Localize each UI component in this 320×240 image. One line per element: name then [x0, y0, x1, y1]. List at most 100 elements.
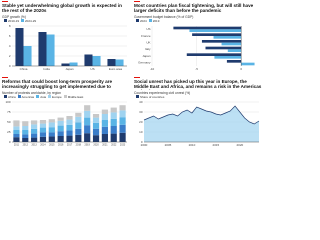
- x-tick-label: 2022: [111, 143, 117, 146]
- bar-segment: [13, 136, 20, 142]
- legend-label: Europe: [52, 94, 62, 99]
- legend-label: Share of countries: [140, 94, 165, 99]
- bar-segment: [31, 137, 38, 142]
- legend-swatch: [63, 95, 67, 99]
- legend-swatch: [136, 95, 139, 99]
- y-tick-label: 10: [139, 129, 143, 133]
- y-tick-label: UK: [146, 40, 150, 44]
- bar: [214, 55, 242, 59]
- y-tick-label: 50: [7, 119, 11, 123]
- legend-swatch: [4, 19, 7, 23]
- chart: 0 2 4 6 8 China India Japan US Euro area: [9, 23, 127, 70]
- legend-label: Africa: [8, 94, 16, 99]
- bar: [221, 42, 242, 45]
- chart-panel: Social unrest has picked up this year in…: [134, 77, 262, 149]
- legend-label: 2019: [152, 18, 160, 23]
- bar-segment: [119, 104, 126, 110]
- bar: [213, 35, 242, 39]
- y-tick-label: 0: [9, 139, 11, 143]
- y-tick-label: France: [141, 33, 151, 37]
- legend-label: Asia: [40, 94, 47, 99]
- bar-segment: [101, 113, 108, 120]
- bar-segment: [39, 136, 47, 142]
- bar-segment: [57, 120, 64, 126]
- y-tick-label: 6: [9, 33, 11, 37]
- x-tick-label: Euro area: [109, 66, 123, 70]
- chart-title: Social unrest has picked up this year in…: [134, 79, 262, 90]
- legend: 2010-19 2024-29: [2, 19, 130, 23]
- bar-segment: [13, 125, 20, 130]
- bar: [69, 62, 78, 66]
- bar: [189, 28, 242, 32]
- bar-segment: [22, 129, 29, 134]
- x-tick-label: 2020: [236, 142, 243, 146]
- bar-segment: [22, 133, 29, 138]
- legend-swatch: [48, 95, 52, 99]
- x-tick-label: 2015: [49, 143, 55, 146]
- chart-panel: Stable yet underwhelming global growth i…: [2, 1, 130, 73]
- bar-segment: [75, 134, 82, 142]
- bar-segment: [119, 124, 126, 133]
- x-tick-label: 2012: [23, 143, 29, 146]
- bar-segment: [110, 111, 117, 119]
- y-tick-label: 20: [139, 119, 143, 123]
- x-tick-label: India: [43, 66, 50, 70]
- bar-segment: [110, 107, 117, 112]
- bar: [92, 55, 101, 66]
- legend-swatch: [21, 19, 25, 23]
- bar: [241, 62, 255, 65]
- bar-segment: [119, 109, 126, 117]
- y-tick-label: 0: [9, 63, 11, 67]
- chart-title: Most countries plan fiscal tightening, b…: [134, 3, 254, 14]
- bar-segment: [66, 124, 73, 130]
- bar-segment: [39, 123, 47, 128]
- bar-segment: [57, 125, 64, 131]
- bar-segment: [13, 133, 20, 137]
- x-tick-label: -5: [195, 66, 198, 70]
- bar-segment: [92, 128, 100, 135]
- area: [144, 105, 259, 142]
- bar-segment: [22, 137, 29, 142]
- x-tick-label: 2011: [14, 143, 20, 146]
- bar: [205, 46, 242, 49]
- chart-panel: Reforms that could boost long-term prosp…: [2, 77, 130, 149]
- bar: [107, 58, 116, 66]
- chart-subtitle: GDP growth (%): [2, 14, 26, 19]
- legend-swatch: [17, 95, 21, 99]
- x-tick-label: 2019: [85, 143, 91, 146]
- x-tick-label: 2021: [102, 143, 108, 146]
- bar-segment: [101, 119, 108, 127]
- y-tick-label: Japan: [142, 53, 151, 57]
- accent: [2, 1, 8, 2]
- x-tick-label: 2018: [76, 143, 82, 146]
- bar-segment: [39, 127, 47, 132]
- y-tick-label: 30: [139, 109, 143, 113]
- bar-segment: [101, 133, 108, 142]
- bar-segment: [110, 125, 117, 134]
- y-tick-label: Germany: [138, 60, 151, 64]
- accent: [134, 1, 140, 2]
- x-tick-label: US: [90, 66, 94, 70]
- bar-segment: [22, 125, 29, 130]
- page: Stable yet underwhelming global growth i…: [2, 1, 262, 149]
- y-tick-label: 25: [7, 129, 11, 133]
- bar: [115, 59, 124, 66]
- accent: [134, 77, 140, 78]
- x-tick-label: China: [20, 66, 28, 70]
- bar-segment: [84, 110, 91, 118]
- legend-label: 2024-29: [25, 18, 37, 23]
- legend: 2024 2019: [134, 19, 262, 23]
- bar-segment: [84, 104, 91, 111]
- legend-swatch: [148, 19, 152, 23]
- legend-label: 2024: [140, 18, 147, 23]
- legend-label: Middle East: [67, 94, 84, 99]
- bar: [84, 54, 93, 66]
- bar-segment: [48, 131, 55, 136]
- bar-segment: [13, 129, 20, 134]
- x-tick-label: 2014: [40, 143, 46, 146]
- line: [143, 105, 260, 124]
- bar-segment: [119, 132, 126, 142]
- bar-segment: [66, 119, 73, 125]
- y-tick-label: 8: [9, 23, 11, 27]
